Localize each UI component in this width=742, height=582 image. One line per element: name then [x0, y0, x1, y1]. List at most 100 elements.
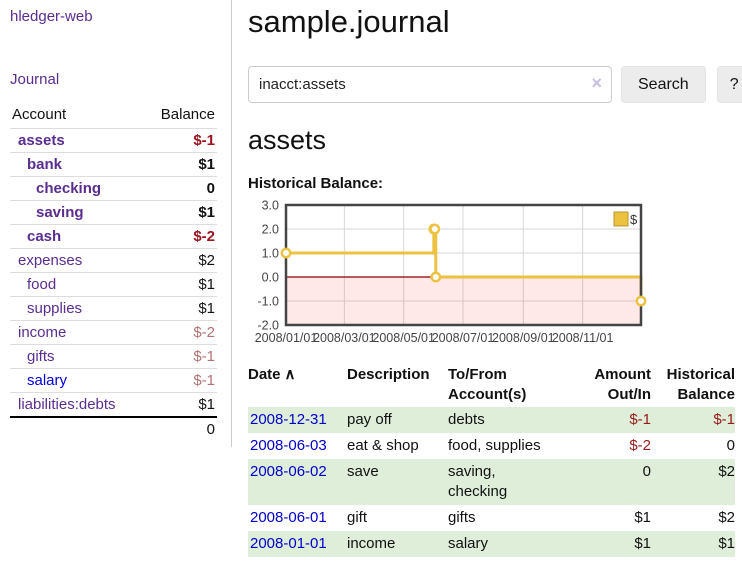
- account-balance: $2: [143, 248, 217, 273]
- account-row: supplies $1: [10, 296, 217, 321]
- register-col-description: Description: [347, 366, 430, 383]
- register-row: 2008-06-03 eat & shop food, supplies $-2…: [248, 433, 735, 459]
- svg-text:2008/03/01: 2008/03/01: [313, 331, 376, 345]
- transaction-balance: 0: [726, 437, 735, 454]
- accounts-total-balance: 0: [143, 416, 217, 441]
- register-col-date[interactable]: Date ∧: [248, 366, 296, 383]
- svg-text:-2.0: -2.0: [257, 319, 279, 333]
- account-row: salary $-1: [10, 368, 217, 393]
- account-link-gifts[interactable]: gifts: [27, 348, 55, 365]
- transaction-date-link[interactable]: 2008-06-03: [250, 437, 327, 454]
- account-link-salary[interactable]: salary: [27, 372, 68, 389]
- historical-balance-chart: $3.0 2.0 1.0 0.0 -1.0 -2.0 2008/01/01 2008/03/0…: [248, 199, 735, 351]
- register-row: 2008-01-01 income salary $1 $1: [248, 531, 735, 557]
- search-bar: × Search ?: [248, 66, 742, 103]
- search-input[interactable]: [248, 66, 612, 103]
- svg-text:1.0: 1.0: [262, 247, 279, 261]
- register-row: 2008-06-02 save saving, checking 0 $2: [248, 459, 735, 505]
- sidebar: hledger-web Journal Account Balance asse…: [0, 0, 232, 447]
- account-heading: assets: [248, 125, 327, 155]
- transaction-description: gift: [347, 509, 368, 526]
- account-row: food $1: [10, 272, 217, 297]
- balance-chart-svg: $3.0 2.0 1.0 0.0 -1.0 -2.02008/01/012008/03/0…: [255, 199, 647, 345]
- brand-link[interactable]: hledger-web: [10, 8, 93, 25]
- clear-search-icon[interactable]: ×: [591, 73, 602, 93]
- account-balance: $1: [143, 296, 217, 321]
- search-button[interactable]: Search: [621, 66, 706, 103]
- transaction-date-link[interactable]: 2008-06-01: [250, 509, 327, 526]
- register-row: 2008-12-31 pay off debts $-1 $-1: [248, 407, 735, 433]
- account-row: assets $-1: [10, 128, 217, 153]
- account-link-checking[interactable]: checking: [36, 180, 102, 197]
- transaction-balance: $2: [718, 509, 735, 526]
- transaction-accounts: salary: [448, 535, 489, 552]
- transaction-accounts: gifts: [448, 509, 476, 526]
- account-link-saving[interactable]: saving: [36, 204, 84, 221]
- account-balance: 0: [143, 176, 217, 201]
- account-link-cash[interactable]: cash: [27, 228, 62, 245]
- account-link-food[interactable]: food: [27, 276, 57, 293]
- account-balance: $-1: [143, 368, 217, 393]
- svg-text:2.0: 2.0: [262, 223, 279, 237]
- chart-heading: Historical Balance:: [248, 175, 384, 192]
- svg-text:2008/05/01: 2008/05/01: [372, 331, 435, 345]
- transaction-accounts: debts: [448, 411, 485, 428]
- account-row: cash $-2: [10, 224, 217, 249]
- account-row: gifts $-1: [10, 344, 217, 369]
- help-button[interactable]: ?: [716, 66, 742, 103]
- account-balance: $-1: [143, 128, 217, 153]
- account-link-income[interactable]: income: [18, 324, 67, 341]
- transaction-accounts: saving, checking: [448, 463, 508, 500]
- transaction-description: save: [347, 463, 379, 480]
- svg-text:$: $: [630, 212, 638, 227]
- accounts-total-row: 0: [10, 416, 217, 441]
- nav-journal-link[interactable]: Journal: [10, 71, 60, 88]
- register-row: 2008-06-01 gift gifts $1 $2: [248, 505, 735, 531]
- transaction-description: income: [347, 535, 396, 552]
- account-balance: $1: [143, 392, 217, 418]
- register-header-row: Date ∧ Description To/From Account(s) Amou…: [248, 363, 735, 407]
- account-link-assets[interactable]: assets: [18, 132, 65, 149]
- svg-text:2008/11/01: 2008/11/01: [552, 331, 614, 345]
- account-row: expenses $2: [10, 248, 217, 273]
- transaction-balance: $1: [718, 535, 735, 552]
- account-balance: $1: [143, 200, 217, 225]
- account-row: saving $1: [10, 200, 217, 225]
- account-row: liabilities:debts $1: [10, 392, 217, 418]
- account-link-expenses[interactable]: expenses: [18, 252, 83, 269]
- transaction-date-link[interactable]: 2008-12-31: [250, 411, 327, 428]
- transaction-accounts: food, supplies: [448, 437, 541, 454]
- transaction-balance: $-1: [713, 411, 735, 428]
- transaction-amount: $1: [634, 535, 651, 552]
- account-balance: $1: [143, 272, 217, 297]
- account-link-liabilities-debts[interactable]: liabilities:debts: [18, 396, 116, 413]
- svg-text:2008/01/01: 2008/01/01: [255, 331, 318, 345]
- transaction-amount: $1: [634, 509, 651, 526]
- transaction-description: eat & shop: [347, 437, 419, 454]
- account-balance: $-2: [143, 320, 217, 345]
- register-col-balance: Historical Balance: [666, 366, 735, 403]
- account-link-bank[interactable]: bank: [27, 156, 63, 173]
- accounts-col-balance: Balance: [143, 103, 217, 129]
- transaction-date-link[interactable]: 2008-06-02: [250, 463, 327, 480]
- account-link-supplies[interactable]: supplies: [27, 300, 83, 317]
- transaction-date-link[interactable]: 2008-01-01: [250, 535, 327, 552]
- transaction-description: pay off: [347, 411, 392, 428]
- transaction-amount: $-1: [629, 411, 651, 428]
- account-row: checking 0: [10, 176, 217, 201]
- account-row: bank $1: [10, 152, 217, 177]
- svg-text:3.0: 3.0: [262, 199, 279, 213]
- main-content: sample.journal × Search ? assets Histori…: [232, 0, 742, 557]
- page-title: sample.journal: [248, 4, 450, 39]
- sort-ascending-icon: ∧: [284, 366, 296, 383]
- accounts-table: Account Balance assets $-1 bank $1 check…: [10, 103, 217, 441]
- transaction-amount: $-2: [629, 437, 651, 454]
- transaction-balance: $2: [718, 463, 735, 480]
- accounts-col-account: Account: [10, 103, 144, 129]
- account-balance: $-1: [143, 344, 217, 369]
- svg-text:-1.0: -1.0: [257, 295, 279, 309]
- svg-text:0.0: 0.0: [262, 271, 279, 285]
- svg-text:2008/09/01: 2008/09/01: [492, 331, 555, 345]
- register-col-tofrom: To/From Account(s): [448, 366, 527, 403]
- accounts-header-row: Account Balance: [10, 103, 217, 129]
